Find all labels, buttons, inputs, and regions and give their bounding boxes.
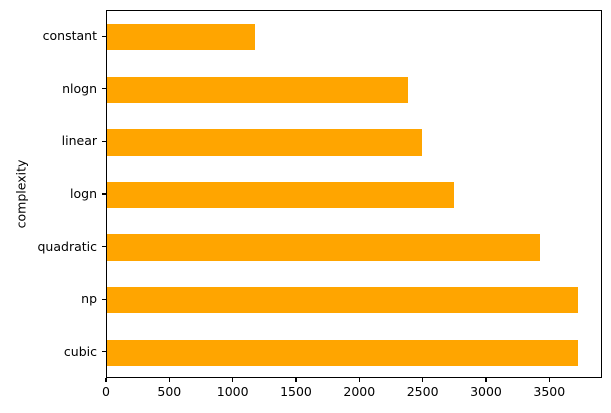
x-tick-mark [295,378,297,382]
y-tick-label-linear: linear [61,133,97,149]
bar-linear [107,129,422,156]
y-tick-mark [102,88,106,90]
bar-np [107,287,578,314]
x-tick-mark [168,378,170,382]
x-tick-mark [358,378,360,382]
y-tick-label-cubic: cubic [63,343,97,359]
x-tick-mark [232,378,234,382]
y-tick-label-constant: constant [42,28,97,44]
bar-nlogn [107,76,408,103]
x-tick-label-3000: 3000 [470,384,502,399]
bar-logn [107,181,454,209]
y-tick-label-np: np [81,291,97,307]
x-tick-label-1000: 1000 [216,384,249,399]
y-tick-mark [102,193,106,195]
y-tick-mark [102,140,106,143]
x-tick-label-2500: 2500 [406,384,439,399]
x-tick-mark [422,378,424,382]
y-tick-mark [102,351,106,353]
bar-quadratic [107,234,541,261]
x-tick-mark [548,378,550,382]
plot-area [106,10,602,378]
x-tick-mark [105,378,107,382]
y-tick-mark [102,245,106,248]
x-tick-label-0: 0 [102,384,110,399]
x-tick-label-3500: 3500 [533,384,566,399]
y-tick-mark [102,35,106,37]
bar-cubic [107,339,578,366]
y-tick-label-logn: logn [70,186,97,201]
x-tick-label-2000: 2000 [343,384,376,399]
y-tick-label-nlogn: nlogn [62,80,97,96]
x-tick-mark [485,378,487,382]
bar-constant [107,24,256,51]
x-tick-label-500: 500 [157,384,182,399]
y-tick-mark [102,298,106,300]
x-tick-label-1500: 1500 [280,384,312,399]
y-tick-label-quadratic: quadratic [37,238,98,254]
